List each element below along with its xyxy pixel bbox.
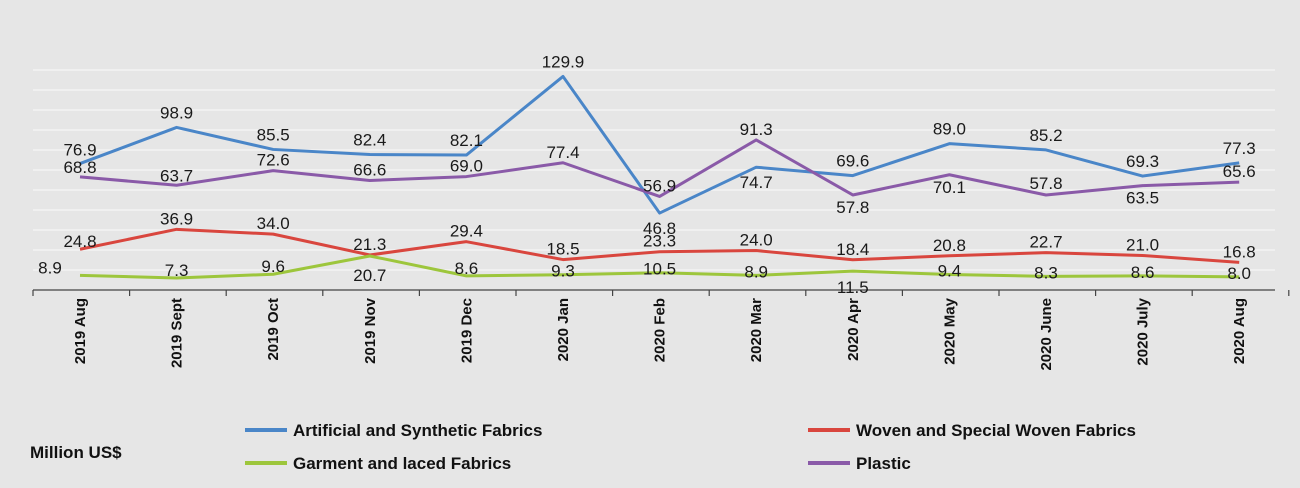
x-tick-label: 2020 Aug: [1231, 298, 1248, 364]
data-label: 129.9: [542, 52, 585, 71]
data-label: 34.0: [257, 214, 290, 233]
x-tick-label: 2020 Mar: [748, 298, 765, 362]
legend: Artificial and Synthetic Fabrics Woven an…: [245, 421, 1136, 473]
data-label: 63.5: [1126, 189, 1159, 208]
series-line-1: [79, 138, 1240, 198]
unit-label: Million US$: [30, 443, 122, 462]
data-label: 8.6: [455, 259, 479, 278]
x-tick-label: 2019 Aug: [72, 298, 89, 364]
data-label: 16.8: [1223, 242, 1256, 261]
data-label: 68.8: [63, 158, 96, 177]
x-tick-label: 2020 May: [941, 297, 958, 364]
data-labels: 76.9 98.9 85.5 82.4 82.1 129.9 46.8 74.7 69.6 89.…: [38, 52, 1256, 297]
data-label: 66.6: [353, 161, 386, 180]
x-tick-label: 2019 Sept: [169, 298, 186, 368]
data-label: 8.0: [1227, 264, 1251, 283]
legend-label: Woven and Special Woven Fabrics: [856, 421, 1136, 440]
data-label: 82.4: [353, 131, 386, 150]
data-label: 23.3: [643, 232, 676, 251]
data-label: 85.5: [257, 125, 290, 144]
x-tick-label: 2020 June: [1038, 298, 1055, 371]
x-tick-label: 2020 Apr: [845, 298, 862, 361]
x-tick-label: 2019 Nov: [362, 297, 379, 364]
data-label: 46.8: [643, 219, 676, 238]
data-label: 69.3: [1126, 152, 1159, 171]
data-label: 63.7: [160, 166, 193, 185]
data-label: 74.7: [740, 173, 773, 192]
data-label: 56.9: [643, 176, 676, 195]
x-tick-label: 2020 July: [1135, 297, 1152, 365]
data-label: 9.6: [261, 257, 285, 276]
series-line-3: [79, 254, 1240, 280]
data-label: 24.8: [63, 232, 96, 251]
data-label: 65.6: [1223, 162, 1256, 181]
data-label: 18.4: [836, 240, 869, 259]
grid-lines: [33, 69, 1275, 271]
legend-label: Plastic: [856, 454, 911, 473]
data-label: 8.9: [744, 262, 768, 281]
series-line-0: [79, 74, 1240, 215]
data-label: 21.3: [353, 235, 386, 254]
data-label: 36.9: [160, 209, 193, 228]
data-label: 69.6: [836, 152, 869, 171]
legend-label: Artificial and Synthetic Fabrics: [293, 421, 542, 440]
data-label: 7.3: [165, 261, 189, 280]
data-label: 8.9: [38, 258, 62, 277]
data-label: 24.0: [740, 231, 773, 250]
x-tick-label: 2020 Feb: [652, 298, 669, 362]
data-label: 9.3: [551, 262, 575, 281]
data-label: 70.1: [933, 178, 966, 197]
data-label: 91.3: [740, 120, 773, 139]
series-line-2: [79, 227, 1240, 264]
data-label: 20.7: [353, 266, 386, 285]
data-label: 76.9: [63, 141, 96, 160]
series-lines: [79, 74, 1240, 280]
data-label: 57.8: [836, 198, 869, 217]
data-label: 85.2: [1029, 126, 1062, 145]
data-label: 8.6: [1131, 263, 1155, 282]
data-label: 69.0: [450, 157, 483, 176]
x-tick-label: 2019 Dec: [458, 298, 475, 363]
data-label: 10.5: [643, 260, 676, 279]
data-label: 29.4: [450, 222, 483, 241]
data-label: 57.8: [1029, 174, 1062, 193]
legend-label: Garment and laced Fabrics: [293, 454, 511, 473]
data-label: 82.1: [450, 131, 483, 150]
data-label: 72.6: [257, 151, 290, 170]
data-label: 20.8: [933, 236, 966, 255]
data-label: 77.3: [1223, 139, 1256, 158]
x-axis: [32, 289, 1290, 296]
x-tick-labels: 2019 Aug 2019 Sept 2019 Oct 2019 Nov 2019 De…: [72, 297, 1248, 370]
data-label: 9.4: [938, 262, 962, 281]
data-label: 77.4: [546, 143, 579, 162]
data-label: 89.0: [933, 120, 966, 139]
x-tick-label: 2020 Jan: [555, 298, 572, 361]
data-label: 21.0: [1126, 235, 1159, 254]
data-label: 18.5: [546, 240, 579, 259]
x-tick-label: 2019 Oct: [265, 298, 282, 361]
data-label: 98.9: [160, 103, 193, 122]
data-label: 11.5: [837, 278, 869, 297]
data-label: 22.7: [1029, 233, 1062, 252]
data-label: 8.3: [1034, 263, 1058, 282]
